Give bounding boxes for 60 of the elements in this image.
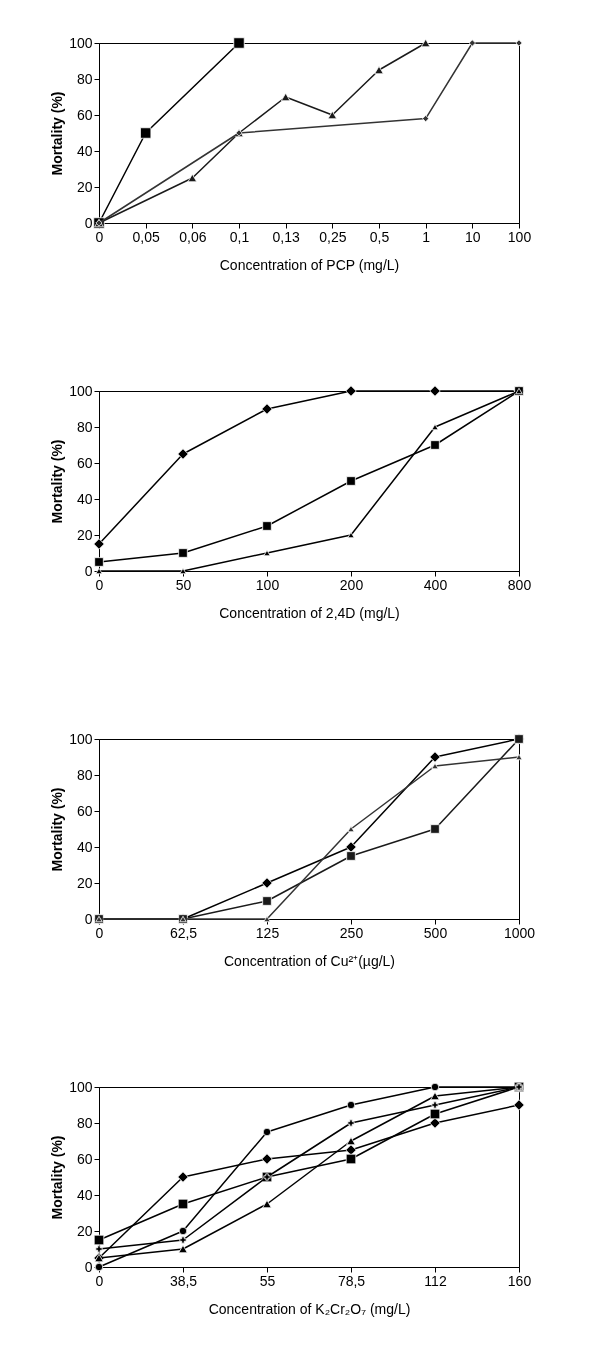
x-tick-label: 0,05 (132, 228, 160, 245)
y-tick-label: 40 (76, 490, 93, 507)
x-axis-title: Concentration of K₂Cr₂O₇ (mg/L) (208, 1300, 411, 1317)
x-tick-label: 100 (507, 228, 532, 245)
y-tick-label: 20 (76, 178, 93, 195)
x-tick-label: 1000 (503, 924, 536, 941)
y-tick-label: 0 (84, 562, 93, 579)
y-tick-label: 40 (76, 142, 93, 159)
x-tick-label: 0,5 (369, 228, 390, 245)
y-tick-label: 60 (76, 802, 93, 819)
y-tick-label: 80 (76, 70, 93, 87)
y-tick-label: 80 (76, 766, 93, 783)
y-axis-title: Mortality (%) (49, 91, 66, 176)
y-axis-title: Mortality (%) (49, 439, 66, 524)
y-tick-label: 80 (76, 418, 93, 435)
y-tick-label: 60 (76, 106, 93, 123)
x-tick-label: 500 (423, 924, 448, 941)
x-tick-label: 0 (95, 1272, 104, 1289)
x-tick-label: 38,5 (169, 1272, 198, 1289)
x-tick-label: 50 (175, 576, 192, 593)
x-axis-title: Concentration of 2,4D (mg/L) (219, 604, 400, 621)
y-tick-label: 60 (76, 454, 93, 471)
x-tick-label: 62,5 (169, 924, 198, 941)
y-axis-title: Mortality (%) (49, 787, 66, 872)
x-tick-label: 0 (95, 576, 104, 593)
x-tick-label: 400 (423, 576, 448, 593)
x-tick-label: 78,5 (337, 1272, 366, 1289)
y-tick-label: 20 (76, 526, 93, 543)
x-tick-label: 250 (339, 924, 364, 941)
x-tick-label: 0,13 (272, 228, 300, 245)
x-tick-label: 0,06 (179, 228, 207, 245)
x-tick-label: 100 (255, 576, 280, 593)
y-tick-label: 100 (69, 34, 93, 51)
y-tick-label: 100 (69, 382, 93, 399)
x-tick-label: 0 (95, 924, 104, 941)
y-tick-label: 40 (76, 838, 93, 855)
y-tick-label: 0 (84, 910, 93, 927)
y-tick-label: 20 (76, 874, 93, 891)
x-tick-label: 1 (422, 228, 431, 245)
y-tick-label: 80 (76, 1114, 93, 1131)
x-axis-title: Concentration of Cu²⁺(µg/L) (223, 952, 396, 969)
y-tick-label: 0 (84, 214, 93, 231)
y-tick-label: 100 (69, 730, 93, 747)
x-axis-title: Concentration of PCP (mg/L) (219, 256, 400, 273)
y-tick-label: 60 (76, 1150, 93, 1167)
y-tick-label: 40 (76, 1186, 93, 1203)
x-tick-label: 0,25 (319, 228, 347, 245)
x-tick-label: 125 (255, 924, 280, 941)
x-tick-label: 160 (507, 1272, 532, 1289)
x-tick-label: 800 (507, 576, 532, 593)
x-tick-label: 200 (339, 576, 364, 593)
x-tick-label: 0,1 (229, 228, 250, 245)
x-tick-label: 112 (424, 1272, 447, 1289)
y-tick-label: 0 (84, 1258, 93, 1275)
x-tick-label: 0 (95, 228, 104, 245)
y-tick-label: 100 (69, 1078, 93, 1095)
x-tick-label: 55 (259, 1272, 276, 1289)
y-axis-title: Mortality (%) (49, 1135, 66, 1220)
x-tick-label: 10 (465, 228, 481, 245)
y-tick-label: 20 (76, 1222, 93, 1239)
